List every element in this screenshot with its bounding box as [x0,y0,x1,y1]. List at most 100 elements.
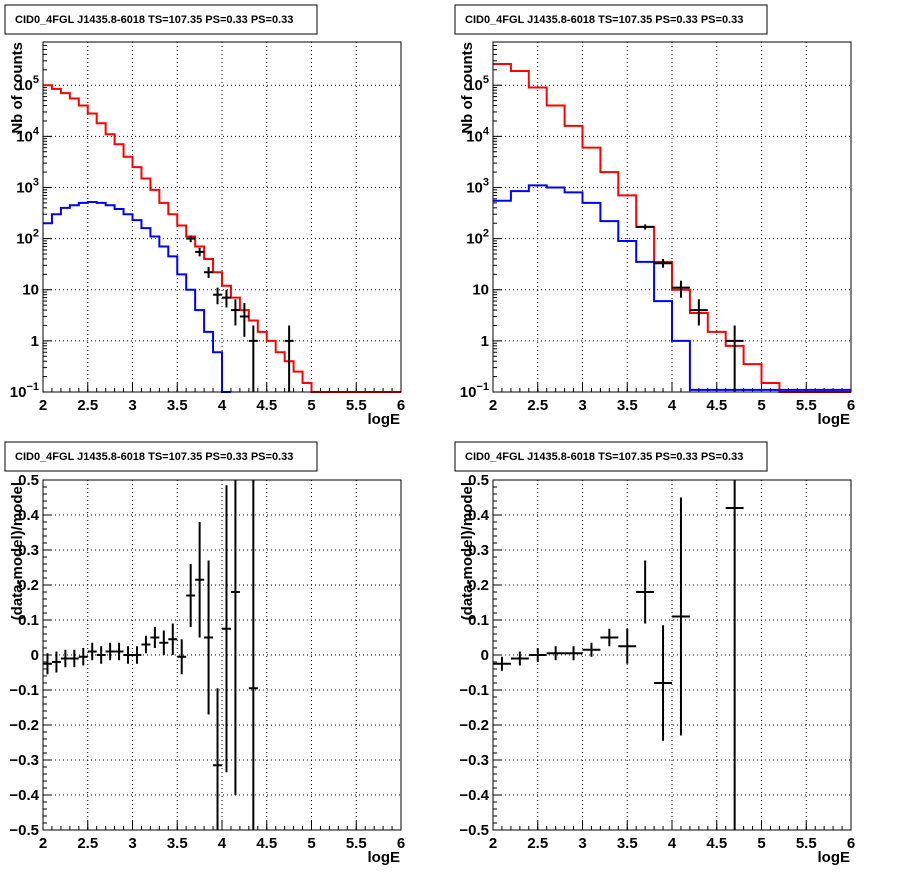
x-tick-label: 6 [397,397,405,414]
y-tick-label: 0.1 [468,612,489,629]
x-axis-label: logE [368,411,401,428]
chart-title: CID0_4FGL J1435.8-6018 TS=107.35 PS=0.33… [15,451,293,463]
panel-residuals-right: CID0_4FGL J1435.8-6018 TS=107.35 PS=0.33… [454,441,855,866]
x-tick-label: 5 [757,835,765,852]
plot-area: 2 2.5 3 3.5 4 4.5 5 5.5 6 −0.5 −0.4 −0.3 −0.2 −0.1 0 0.… [459,472,855,852]
y-axis-label: Nb of counts [459,42,476,134]
x-axis-label: logE [818,411,851,428]
y-tick-label: 0 [481,647,489,664]
x-tick-label: 4.5 [706,835,727,852]
y-tick-label: 0.2 [468,577,489,594]
data-point [618,628,637,664]
data-point [672,497,690,736]
title-box [454,441,768,472]
chart-title: CID0_4FGL J1435.8-6018 TS=107.35 PS=0.33… [465,451,743,463]
data-point [186,235,196,243]
plot-frame [42,479,402,831]
x-tick-label: 4.5 [256,835,277,852]
data-point [87,642,97,661]
data-point [510,651,529,666]
x-tick-label: 2.5 [77,397,98,414]
y-tick-label: 103 [16,176,39,196]
data-point [546,646,565,661]
x-tick-label: 4.5 [706,397,727,414]
data-point [204,266,214,278]
x-tick-label: 2.5 [77,835,98,852]
plot-frame [42,41,402,393]
data-point [636,224,655,230]
y-tick-label: 102 [16,228,39,248]
data-point [654,625,672,741]
x-tick-label: 6 [847,835,855,852]
data-point [528,648,547,662]
data-point [672,280,690,298]
y-tick-label: −0.4 [9,787,39,804]
title-box [4,4,318,35]
y-tick-label: −0.1 [9,682,39,699]
data-point [69,649,79,668]
x-tick-label: 4 [668,835,677,852]
data-point [230,480,240,795]
data-point [564,646,583,661]
y-tick-label: −0.4 [459,787,489,804]
x-tick-label: 2 [39,397,47,414]
x-tick-label: 2.5 [527,397,548,414]
x-tick-label: 4.5 [256,397,277,414]
y-axis-label: (data-model)/model [9,482,26,620]
data-point [230,299,240,326]
data-point [725,480,744,830]
y-tick-label: −0.5 [459,822,489,839]
y-tick-label: 103 [466,176,489,196]
y-tick-label: 0.3 [18,542,39,559]
data-point [493,656,511,671]
y-tick-label: 0.5 [468,472,489,489]
data-point [51,651,61,673]
data-point [96,646,106,664]
y-tick-label: 0.2 [18,577,39,594]
x-tick-label: 4 [218,835,227,852]
x-tick-label: 5.5 [796,397,817,414]
x-tick-label: 3.5 [617,397,638,414]
y-axis-label: Nb of counts [9,42,26,134]
data-point [204,560,214,715]
data-point [213,688,222,830]
data-point [239,303,249,337]
x-tick-label: 2 [39,835,47,852]
data-point [213,287,222,305]
data-point [105,642,115,661]
data-point [150,627,160,648]
x-tick-label: 2 [489,397,497,414]
y-tick-label: −0.3 [9,752,39,769]
y-tick-label: 0.4 [18,507,40,524]
data-point [177,639,187,675]
y-tick-label: 104 [16,125,40,145]
y-tick-label: 0 [31,647,39,664]
x-tick-label: 5.5 [796,835,817,852]
y-tick-label: −0.2 [459,717,489,734]
data-point [582,642,601,657]
data-point [123,646,133,664]
data-point [159,630,169,655]
x-tick-label: 2 [489,835,497,852]
x-axis-label: logE [368,849,401,866]
data-point [186,564,196,627]
y-tick-label: 105 [16,74,39,94]
data-point [248,325,258,392]
data-point [114,642,124,661]
x-tick-label: 3 [128,397,136,414]
y-tick-label: 0.3 [468,542,489,559]
panel-counts-right: CID0_4FGL J1435.8-6018 TS=107.35 PS=0.33… [454,4,855,428]
y-tick-label: 10 [472,282,489,299]
data-point [141,635,151,654]
x-tick-label: 5 [307,835,315,852]
data-point [195,247,205,257]
x-tick-label: 6 [397,835,405,852]
chart-title: CID0_4FGL J1435.8-6018 TS=107.35 PS=0.33… [15,14,293,26]
y-tick-label: 10−1 [10,381,39,401]
histogram-series [493,184,851,391]
plot-area: 2 2.5 3 3.5 4 4.5 5 5.5 6 10−1 1 10 102 103 104 105 [460,41,855,414]
x-tick-label: 6 [847,397,855,414]
x-tick-label: 2.5 [527,835,548,852]
x-tick-label: 3 [128,835,136,852]
